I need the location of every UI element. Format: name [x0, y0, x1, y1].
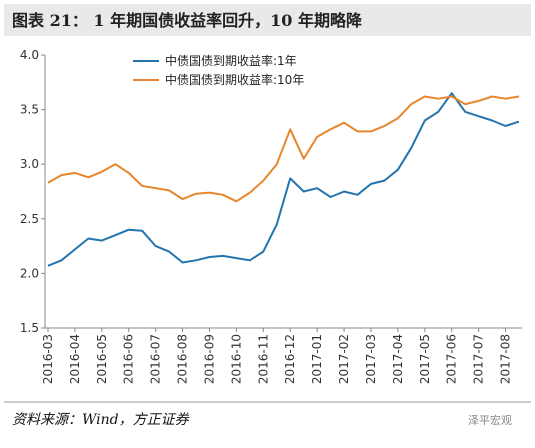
- legend-label: 中债国债到期收益率:10年: [165, 72, 304, 87]
- x-tick-label: 2016-11: [256, 334, 270, 384]
- line-series: [47, 95, 520, 203]
- x-tick-label: 2016-06: [122, 334, 136, 384]
- y-tick-label: 2.0: [20, 266, 39, 280]
- x-tick-label: 2017-01: [310, 334, 324, 384]
- y-tick-label: 1.5: [20, 321, 39, 335]
- line-series: [47, 92, 520, 267]
- chart-title: 图表 21： 1 年期国债收益率回升，10 年期略降: [12, 11, 363, 30]
- y-tick-label: 2.5: [20, 212, 39, 226]
- y-tick-label: 3.5: [20, 103, 39, 117]
- y-tick-label: 3.0: [20, 157, 39, 171]
- x-tick-label: 2016-03: [41, 334, 55, 384]
- x-tick-label: 2016-04: [68, 334, 82, 384]
- y-tick-label: 4.0: [20, 48, 39, 62]
- x-tick-label: 2016-05: [95, 334, 109, 384]
- x-tick-label: 2017-06: [445, 334, 459, 384]
- x-tick-label: 2016-08: [176, 334, 190, 384]
- x-tick-label: 2017-03: [364, 334, 378, 384]
- legend-label: 中债国债到期收益率:1年: [165, 53, 297, 68]
- watermark: 泽平宏观: [468, 413, 512, 427]
- title-bar: [4, 4, 531, 36]
- x-tick-label: 2017-07: [472, 334, 486, 384]
- x-tick-label: 2017-04: [391, 334, 405, 384]
- x-tick-label: 2016-07: [149, 334, 163, 384]
- x-tick-label: 2016-10: [229, 334, 243, 384]
- source: 资料来源：Wind，方正证券: [12, 412, 190, 428]
- x-tick-label: 2016-09: [202, 334, 216, 384]
- x-tick-label: 2017-05: [418, 334, 432, 384]
- x-tick-label: 2017-02: [337, 334, 351, 384]
- x-tick-label: 2017-08: [499, 334, 513, 384]
- x-tick-label: 2016-12: [283, 334, 297, 384]
